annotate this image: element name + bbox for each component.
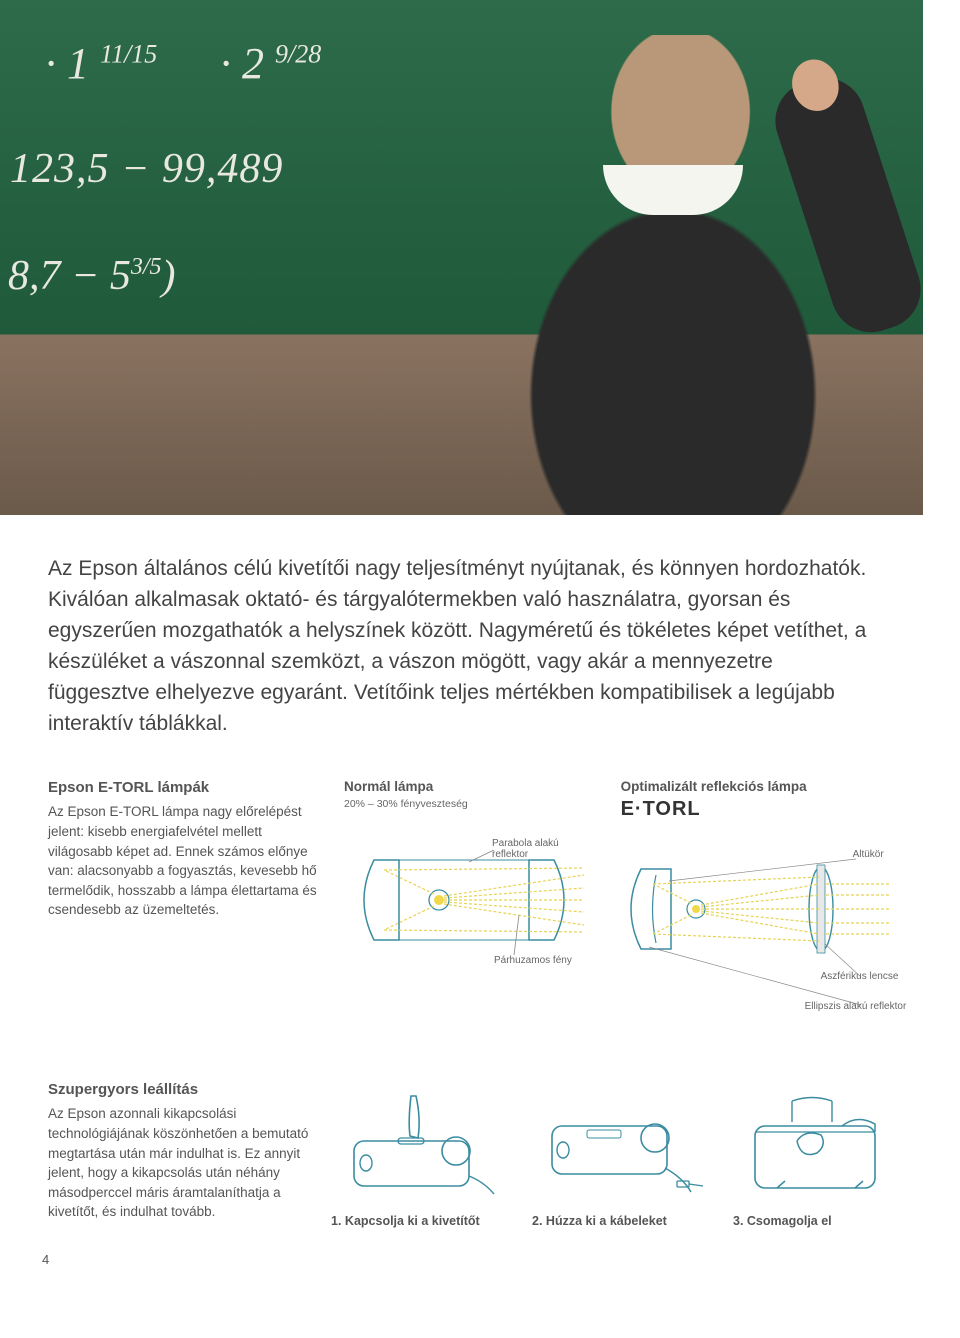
optimal-lamp-title: Optimalizált reflekciós lámpa xyxy=(621,779,912,794)
step1-caption: 1. Kapcsolja ki a kivetítőt xyxy=(331,1214,510,1228)
label-ellipsis: Ellipszis alakú reflektor xyxy=(805,1001,925,1012)
label-aspheric: Aszférikus lencse xyxy=(821,971,921,982)
shutdown-body: Az Epson azonnali kikapcsolási technológ… xyxy=(48,1104,309,1221)
step3-caption: 3. Csomagolja el xyxy=(733,1214,912,1228)
step1-illustration xyxy=(331,1081,510,1206)
chalk-line-3: 8,7 − 53/5) xyxy=(8,252,176,300)
normal-lamp-subtitle: 20% – 30% fényveszteség xyxy=(344,798,597,810)
hero-image: · 1 11/15 · 2 9/28 123,5 − 99,489 8,7 − … xyxy=(0,0,923,515)
chalk-line-1a: · 1 11/15 xyxy=(45,38,157,89)
step2-illustration xyxy=(532,1081,711,1206)
etorl-logo: E·TORL xyxy=(621,798,912,821)
normal-lamp-diagram: Parabola alakú reflektor Párhuzamos fény xyxy=(344,820,594,980)
person-silhouette xyxy=(463,0,883,515)
chalk-line-1b: · 2 9/28 xyxy=(220,38,321,89)
etorl-title: Epson E-TORL lámpák xyxy=(48,779,320,796)
optimal-lamp-diagram: Altükör Aszférikus lencse Ellipszis alak… xyxy=(621,829,911,1029)
label-altukor: Altükör xyxy=(853,849,917,860)
step2-caption: 2. Húzza ki a kábeleket xyxy=(532,1214,711,1228)
normal-lamp-title: Normál lámpa xyxy=(344,779,597,794)
label-parabola: Parabola alakú reflektor xyxy=(492,838,582,860)
label-parallel: Párhuzamos fény xyxy=(494,955,572,966)
etorl-body: Az Epson E-TORL lámpa nagy előrelépést j… xyxy=(48,802,320,919)
step3-illustration xyxy=(733,1081,912,1206)
chalk-line-2: 123,5 − 99,489 xyxy=(10,145,283,193)
page-number: 4 xyxy=(0,1252,960,1285)
shutdown-title: Szupergyors leállítás xyxy=(48,1081,309,1098)
intro-paragraph: Az Epson általános célú kivetítői nagy t… xyxy=(48,553,878,739)
